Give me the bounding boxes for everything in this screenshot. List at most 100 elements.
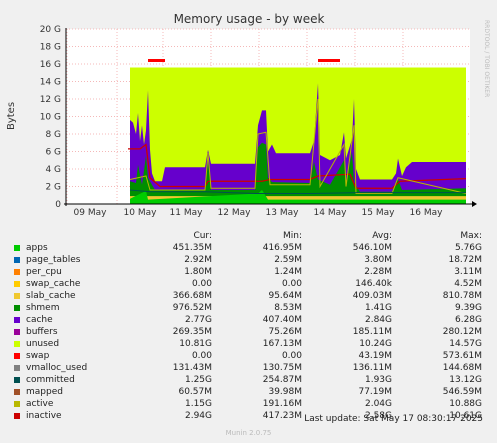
- legend-swatch: [14, 353, 20, 359]
- legend-row-committed: committed 1.25G 254.87M 1.93G 13.12G: [12, 374, 492, 386]
- x-tick-label: 11 May: [170, 208, 204, 218]
- legend-cur: 366.68M: [172, 291, 212, 301]
- y-tick-label: 16 G: [40, 60, 61, 70]
- legend-name: swap_cache: [26, 279, 81, 289]
- x-axis-arrow: [472, 201, 477, 207]
- legend-max: 10.88G: [449, 399, 482, 409]
- legend-row-swap: swap 0.00 0.00 43.19M 573.61M: [12, 350, 492, 362]
- legend-min: 2.59M: [274, 255, 302, 265]
- legend-swatch: [14, 389, 20, 395]
- legend-max: 5.76G: [454, 243, 482, 253]
- legend-max: 4.52M: [454, 279, 482, 289]
- legend-avg: 2.28M: [364, 267, 392, 277]
- legend-cur: 2.94G: [184, 411, 212, 421]
- legend-min: 1.24M: [274, 267, 302, 277]
- y-tick-label: 8 G: [45, 130, 61, 140]
- y-tick-labels: 0 2 G 4 G 6 G 8 G 10 G 12 G 14 G 16 G 18 G 20 G: [40, 25, 62, 210]
- x-tick-label: 15 May: [362, 208, 396, 218]
- legend-swatch: [14, 257, 20, 263]
- legend-avg: 409.03M: [352, 291, 392, 301]
- legend-min: 417.23M: [262, 411, 302, 421]
- col-max: Max:: [460, 231, 482, 241]
- y-tick-label: 2 G: [45, 183, 61, 193]
- legend-avg: 10.24G: [359, 339, 392, 349]
- legend-min: 0.00: [281, 279, 302, 289]
- x-tick-labels: 09 May 10 May 11 May 12 May 13 May 14 May 15 M…: [74, 208, 444, 218]
- legend-max: 18.72M: [448, 255, 482, 265]
- legend-min: 130.75M: [262, 363, 302, 373]
- y-axis-label: Bytes: [6, 102, 17, 130]
- legend-min: 191.16M: [262, 399, 302, 409]
- legend-max: 9.39G: [454, 303, 482, 313]
- legend-avg: 1.41G: [364, 303, 392, 313]
- legend-cur: 60.57M: [178, 387, 212, 397]
- col-avg: Avg:: [372, 231, 392, 241]
- x-tick-label: 09 May: [74, 208, 108, 218]
- legend-cur: 131.43M: [172, 363, 212, 373]
- legend-name: active: [26, 399, 54, 409]
- legend-avg: 146.40k: [355, 279, 392, 289]
- x-tick-label: 12 May: [218, 208, 252, 218]
- col-cur: Cur:: [193, 231, 212, 241]
- legend-name: buffers: [26, 327, 58, 337]
- legend-swatch: [14, 245, 20, 251]
- legend-min: 167.13M: [262, 339, 302, 349]
- y-tick-label: 6 G: [45, 148, 61, 158]
- chart-title: Memory usage - by week: [174, 12, 325, 26]
- legend-name: vmalloc_used: [26, 363, 88, 373]
- x-tick-label: 10 May: [124, 208, 158, 218]
- legend-avg: 3.80M: [364, 255, 392, 265]
- legend-cur: 1.15G: [184, 399, 212, 409]
- legend-max: 280.12M: [442, 327, 482, 337]
- legend-max: 10.61G: [449, 411, 482, 421]
- memory-chart: Memory usage - by week Bytes 0 2 G 4 G 6 G 8…: [6, 12, 477, 218]
- line-active: [129, 98, 467, 194]
- legend-name: cache: [26, 315, 53, 325]
- legend-row-page-tables: page_tables 2.92M 2.59M 3.80M 18.72M: [12, 254, 492, 266]
- legend-min: 8.53M: [274, 303, 302, 313]
- legend-swatch: [14, 281, 20, 287]
- col-min: Min:: [282, 231, 302, 241]
- legend-name: per_cpu: [26, 267, 62, 277]
- legend-row-unused: unused 10.81G 167.13M 10.24G 14.57G: [12, 338, 492, 350]
- legend-swatch: [14, 365, 20, 371]
- legend-row-swap-cache: swap_cache 0.00 0.00 146.40k 4.52M: [12, 278, 492, 290]
- legend-table: Cur: Min: Avg: Max: apps 451.35M 416.95M 54…: [12, 230, 492, 422]
- legend-swatch: [14, 377, 20, 383]
- legend-row-vmalloc-used: vmalloc_used 131.43M 130.75M 136.11M 144.68M: [12, 362, 492, 374]
- legend-name: swap: [26, 351, 50, 361]
- line-committed: [129, 189, 466, 194]
- x-tick-label: 13 May: [266, 208, 300, 218]
- legend-swatch: [14, 341, 20, 347]
- legend-max: 13.12G: [449, 375, 482, 385]
- legend-max: 573.61M: [442, 351, 482, 361]
- legend-cur: 451.35M: [172, 243, 212, 253]
- legend-row-shmem: shmem 976.52M 8.53M 1.41G 9.39G: [12, 302, 492, 314]
- y-tick-label: 4 G: [45, 165, 61, 175]
- area-cache: [130, 83, 466, 204]
- legend-min: 39.98M: [268, 387, 302, 397]
- legend-swatch: [14, 293, 20, 299]
- legend-max: 144.68M: [442, 363, 482, 373]
- legend-avg: 136.11M: [352, 363, 392, 373]
- legend-avg: 185.11M: [352, 327, 392, 337]
- legend-min: 0.00: [281, 351, 302, 361]
- legend-max: 14.57G: [449, 339, 482, 349]
- legend-name: shmem: [26, 303, 60, 313]
- legend-cur: 2.77G: [184, 315, 212, 325]
- x-tick-label: 14 May: [314, 208, 348, 218]
- legend-cur: 0.00: [191, 351, 212, 361]
- legend-max: 3.11M: [454, 267, 482, 277]
- legend-min: 416.95M: [262, 243, 302, 253]
- legend-min: 407.40M: [262, 315, 302, 325]
- legend-swatch: [14, 329, 20, 335]
- munin-version: Munin 2.0.75: [225, 429, 272, 437]
- legend-min: 95.64M: [268, 291, 302, 301]
- legend-name: inactive: [26, 411, 62, 421]
- legend-avg: 77.19M: [358, 387, 392, 397]
- legend-header: Cur: Min: Avg: Max:: [12, 230, 492, 242]
- legend-avg: 2.84G: [364, 315, 392, 325]
- legend-max: 810.78M: [442, 291, 482, 301]
- legend-row-active: active 1.15G 191.16M 2.04G 10.88G: [12, 398, 492, 410]
- legend-name: committed: [26, 375, 75, 385]
